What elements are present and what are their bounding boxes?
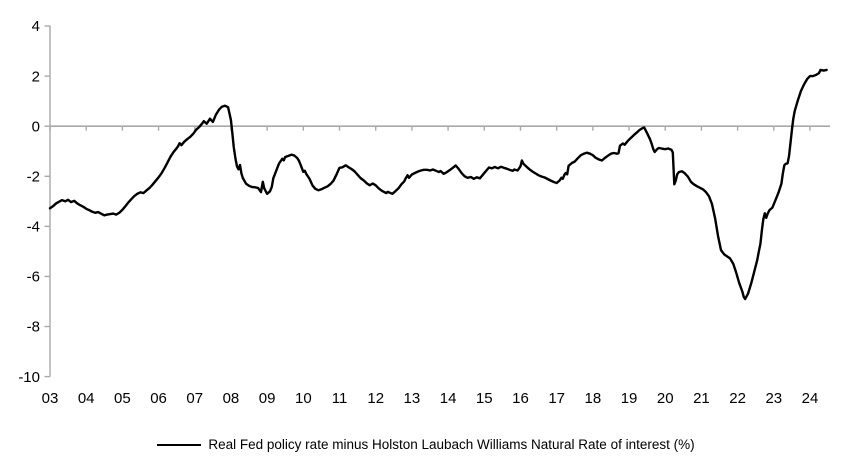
x-axis-tick-label: 05 <box>114 390 131 407</box>
x-axis-tick-label: 14 <box>440 390 457 407</box>
x-axis-tick-label: 20 <box>657 390 674 407</box>
x-axis-tick-label: 11 <box>332 390 348 407</box>
y-axis-tick-label: 0 <box>32 118 40 135</box>
x-axis-tick-label: 09 <box>259 390 276 407</box>
x-axis-tick-label: 18 <box>585 390 602 407</box>
x-axis-tick-label: 06 <box>150 390 167 407</box>
x-axis-tick-label: 03 <box>42 390 59 407</box>
chart-legend: Real Fed policy rate minus Holston Lauba… <box>0 434 852 456</box>
x-axis-tick-label: 10 <box>295 390 312 407</box>
x-axis-tick-label: 22 <box>729 390 746 407</box>
legend-line-sample <box>157 444 202 446</box>
y-axis-tick-label: -10 <box>18 369 40 386</box>
y-axis-tick-label: -2 <box>27 168 40 185</box>
y-axis-tick-label: 2 <box>32 68 40 85</box>
x-axis-tick-label: 07 <box>186 390 203 407</box>
x-axis-tick-label: 15 <box>476 390 493 407</box>
y-axis-tick-label: -6 <box>27 269 40 286</box>
x-axis-tick-label: 16 <box>512 390 529 407</box>
x-axis-tick-label: 17 <box>548 390 565 407</box>
y-axis-tick-label: -4 <box>27 219 40 236</box>
x-axis-tick-label: 04 <box>78 390 95 407</box>
x-axis-tick-label: 23 <box>765 390 782 407</box>
x-axis-tick-label: 19 <box>621 390 638 407</box>
series-line <box>48 68 828 301</box>
x-axis-tick-label: 24 <box>802 390 819 407</box>
x-axis-tick-label: 21 <box>693 390 710 407</box>
y-axis-tick-label: 4 <box>32 18 40 35</box>
x-axis-tick-label: 08 <box>223 390 240 407</box>
x-axis-tick-label: 13 <box>404 390 421 407</box>
legend-label: Real Fed policy rate minus Holston Lauba… <box>208 437 695 453</box>
y-axis-tick-label: -8 <box>27 319 40 336</box>
x-axis-tick-label: 12 <box>367 390 384 407</box>
